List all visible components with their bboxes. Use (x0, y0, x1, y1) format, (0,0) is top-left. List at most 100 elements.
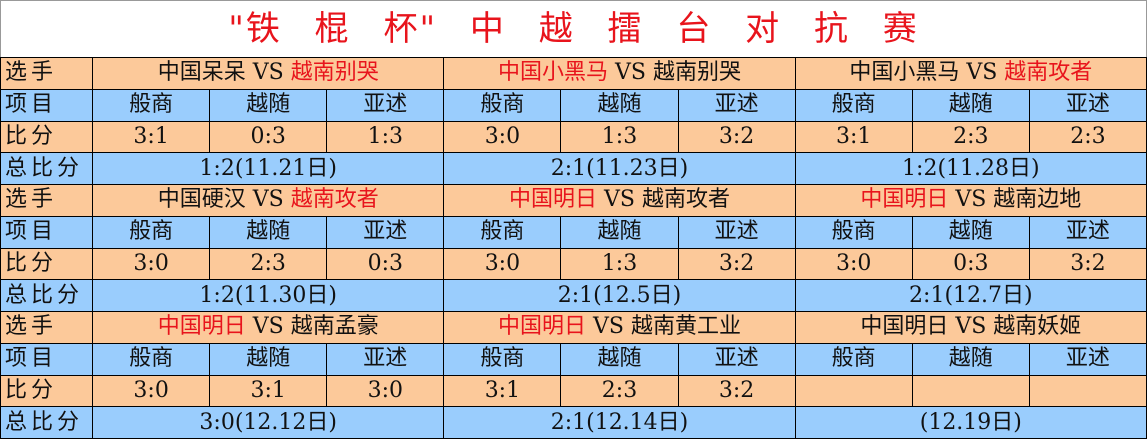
row-items: 项目 般商 越随 亚述 般商 越随 亚述 般商 越随 亚述 (0, 215, 1147, 249)
vs-label: VS (593, 314, 624, 340)
total-score-cell: (12.19日) (794, 406, 1147, 439)
game-cell: 亚述 (1028, 88, 1147, 122)
score-cell: 1:3 (326, 120, 445, 154)
row-total: 总比分 1:2(11.21日) 2:1(11.23日) 1:2(11.28日) (0, 152, 1147, 185)
vs-label: VS (252, 60, 284, 86)
row-score: 比分 3:0 2:3 0:3 3:0 1:3 3:2 3:0 0:3 3:2 (0, 247, 1147, 281)
row-total: 总比分 3:0(12.12日) 2:1(12.14日) (12.19日) (0, 406, 1147, 439)
china-player: 中国硬汉 (157, 187, 246, 213)
game-cell: 般商 (443, 342, 562, 376)
china-player: 中国明日 (508, 187, 597, 213)
score-cell (911, 374, 1030, 408)
vietnam-player: 越南孟豪 (290, 314, 379, 340)
game-cell: 般商 (92, 88, 211, 122)
row-label-players: 选手 (0, 184, 94, 217)
score-cell: 3:0 (92, 374, 211, 408)
game-cell: 越随 (911, 215, 1030, 249)
row-label-items: 项目 (0, 88, 94, 122)
vietnam-player: 越南攻者 (1004, 60, 1093, 86)
game-cell: 亚述 (677, 342, 796, 376)
score-cell: 3:0 (794, 247, 913, 281)
vs-label: VS (252, 314, 284, 340)
game-cell: 般商 (794, 215, 913, 249)
game-cell: 越随 (209, 215, 328, 249)
score-cell: 0:3 (911, 247, 1030, 281)
game-cell: 亚述 (326, 342, 445, 376)
vs-label: VS (615, 60, 646, 86)
row-total: 总比分 1:2(11.30日) 2:1(12.5日) 2:1(12.7日) (0, 279, 1147, 312)
score-cell: 3:1 (92, 120, 211, 154)
score-cell: 2:3 (911, 120, 1030, 154)
game-cell: 越随 (560, 88, 679, 122)
game-cell: 亚述 (1028, 215, 1147, 249)
game-cell: 亚述 (677, 88, 796, 122)
china-player: 中国呆呆 (157, 60, 246, 86)
vs-label: VS (966, 60, 998, 86)
score-cell: 2:3 (1028, 120, 1147, 154)
china-player: 中国明日 (860, 314, 949, 340)
game-cell: 般商 (794, 342, 913, 376)
total-score-cell: 2:1(11.23日) (443, 152, 796, 185)
vietnam-player: 越南攻者 (290, 187, 379, 213)
vs-label: VS (955, 314, 987, 340)
page-title: "铁 棍 杯" 中 越 擂 台 对 抗 赛 (0, 0, 1147, 57)
score-cell: 2:3 (560, 374, 679, 408)
row-players: 选手 中国呆呆 VS 越南别哭 中国小黑马 VS 越南别哭 中国小黑马 VS 越南攻者 (0, 57, 1147, 90)
game-cell: 越随 (209, 88, 328, 122)
score-cell (794, 374, 913, 408)
china-player: 中国小黑马 (849, 60, 960, 86)
total-score-cell: 1:2(11.28日) (794, 152, 1147, 185)
row-players: 选手 中国硬汉 VS 越南攻者 中国明日 VS 越南攻者 中国明日 VS 越南边地 (0, 184, 1147, 217)
total-score-cell: 3:0(12.12日) (92, 406, 445, 439)
row-label-players: 选手 (0, 57, 94, 90)
game-cell: 亚述 (1028, 342, 1147, 376)
matchup-cell: 中国呆呆 VS 越南别哭 (92, 57, 445, 90)
score-cell (1028, 374, 1147, 408)
row-label-total: 总比分 (0, 152, 94, 185)
score-cell: 3:2 (677, 247, 796, 281)
row-players: 选手 中国明日 VS 越南孟豪 中国明日 VS 越南黄工业 中国明日 VS 越南妖姬 (0, 311, 1147, 344)
matchup-cell: 中国明日 VS 越南孟豪 (92, 311, 445, 344)
row-items: 项目 般商 越随 亚述 般商 越随 亚述 般商 越随 亚述 (0, 342, 1147, 376)
score-cell: 3:0 (326, 374, 445, 408)
total-score-cell: 2:1(12.14日) (443, 406, 796, 439)
china-player: 中国明日 (497, 314, 586, 340)
game-cell: 般商 (92, 215, 211, 249)
vs-label: VS (955, 187, 987, 213)
score-cell: 2:3 (209, 247, 328, 281)
game-cell: 般商 (794, 88, 913, 122)
game-cell: 亚述 (326, 88, 445, 122)
score-cell: 3:1 (794, 120, 913, 154)
score-cell: 0:3 (326, 247, 445, 281)
score-cell: 3:0 (443, 247, 562, 281)
row-score: 比分 3:0 3:1 3:0 3:1 2:3 3:2 (0, 374, 1147, 408)
game-cell: 越随 (209, 342, 328, 376)
game-cell: 亚述 (677, 215, 796, 249)
score-cell: 1:3 (560, 247, 679, 281)
total-score-cell: 2:1(12.5日) (443, 279, 796, 312)
row-label-score: 比分 (0, 247, 94, 281)
score-cell: 3:2 (1028, 247, 1147, 281)
game-cell: 般商 (92, 342, 211, 376)
matchup-cell: 中国明日 VS 越南边地 (794, 184, 1147, 217)
china-player: 中国小黑马 (497, 60, 608, 86)
game-cell: 越随 (911, 342, 1030, 376)
vietnam-player: 越南攻者 (641, 187, 730, 213)
row-label-items: 项目 (0, 342, 94, 376)
row-label-players: 选手 (0, 311, 94, 344)
score-cell: 3:2 (677, 374, 796, 408)
vs-label: VS (252, 187, 284, 213)
game-cell: 越随 (911, 88, 1030, 122)
row-label-total: 总比分 (0, 279, 94, 312)
results-table: 选手 中国呆呆 VS 越南别哭 中国小黑马 VS 越南别哭 中国小黑马 VS 越南攻者… (0, 57, 1147, 439)
game-cell: 亚述 (326, 215, 445, 249)
vietnam-player: 越南边地 (993, 187, 1082, 213)
score-cell: 0:3 (209, 120, 328, 154)
row-label-items: 项目 (0, 215, 94, 249)
total-score-cell: 1:2(11.21日) (92, 152, 445, 185)
row-label-total: 总比分 (0, 406, 94, 439)
game-cell: 般商 (443, 88, 562, 122)
score-cell: 3:1 (209, 374, 328, 408)
game-cell: 越随 (560, 215, 679, 249)
